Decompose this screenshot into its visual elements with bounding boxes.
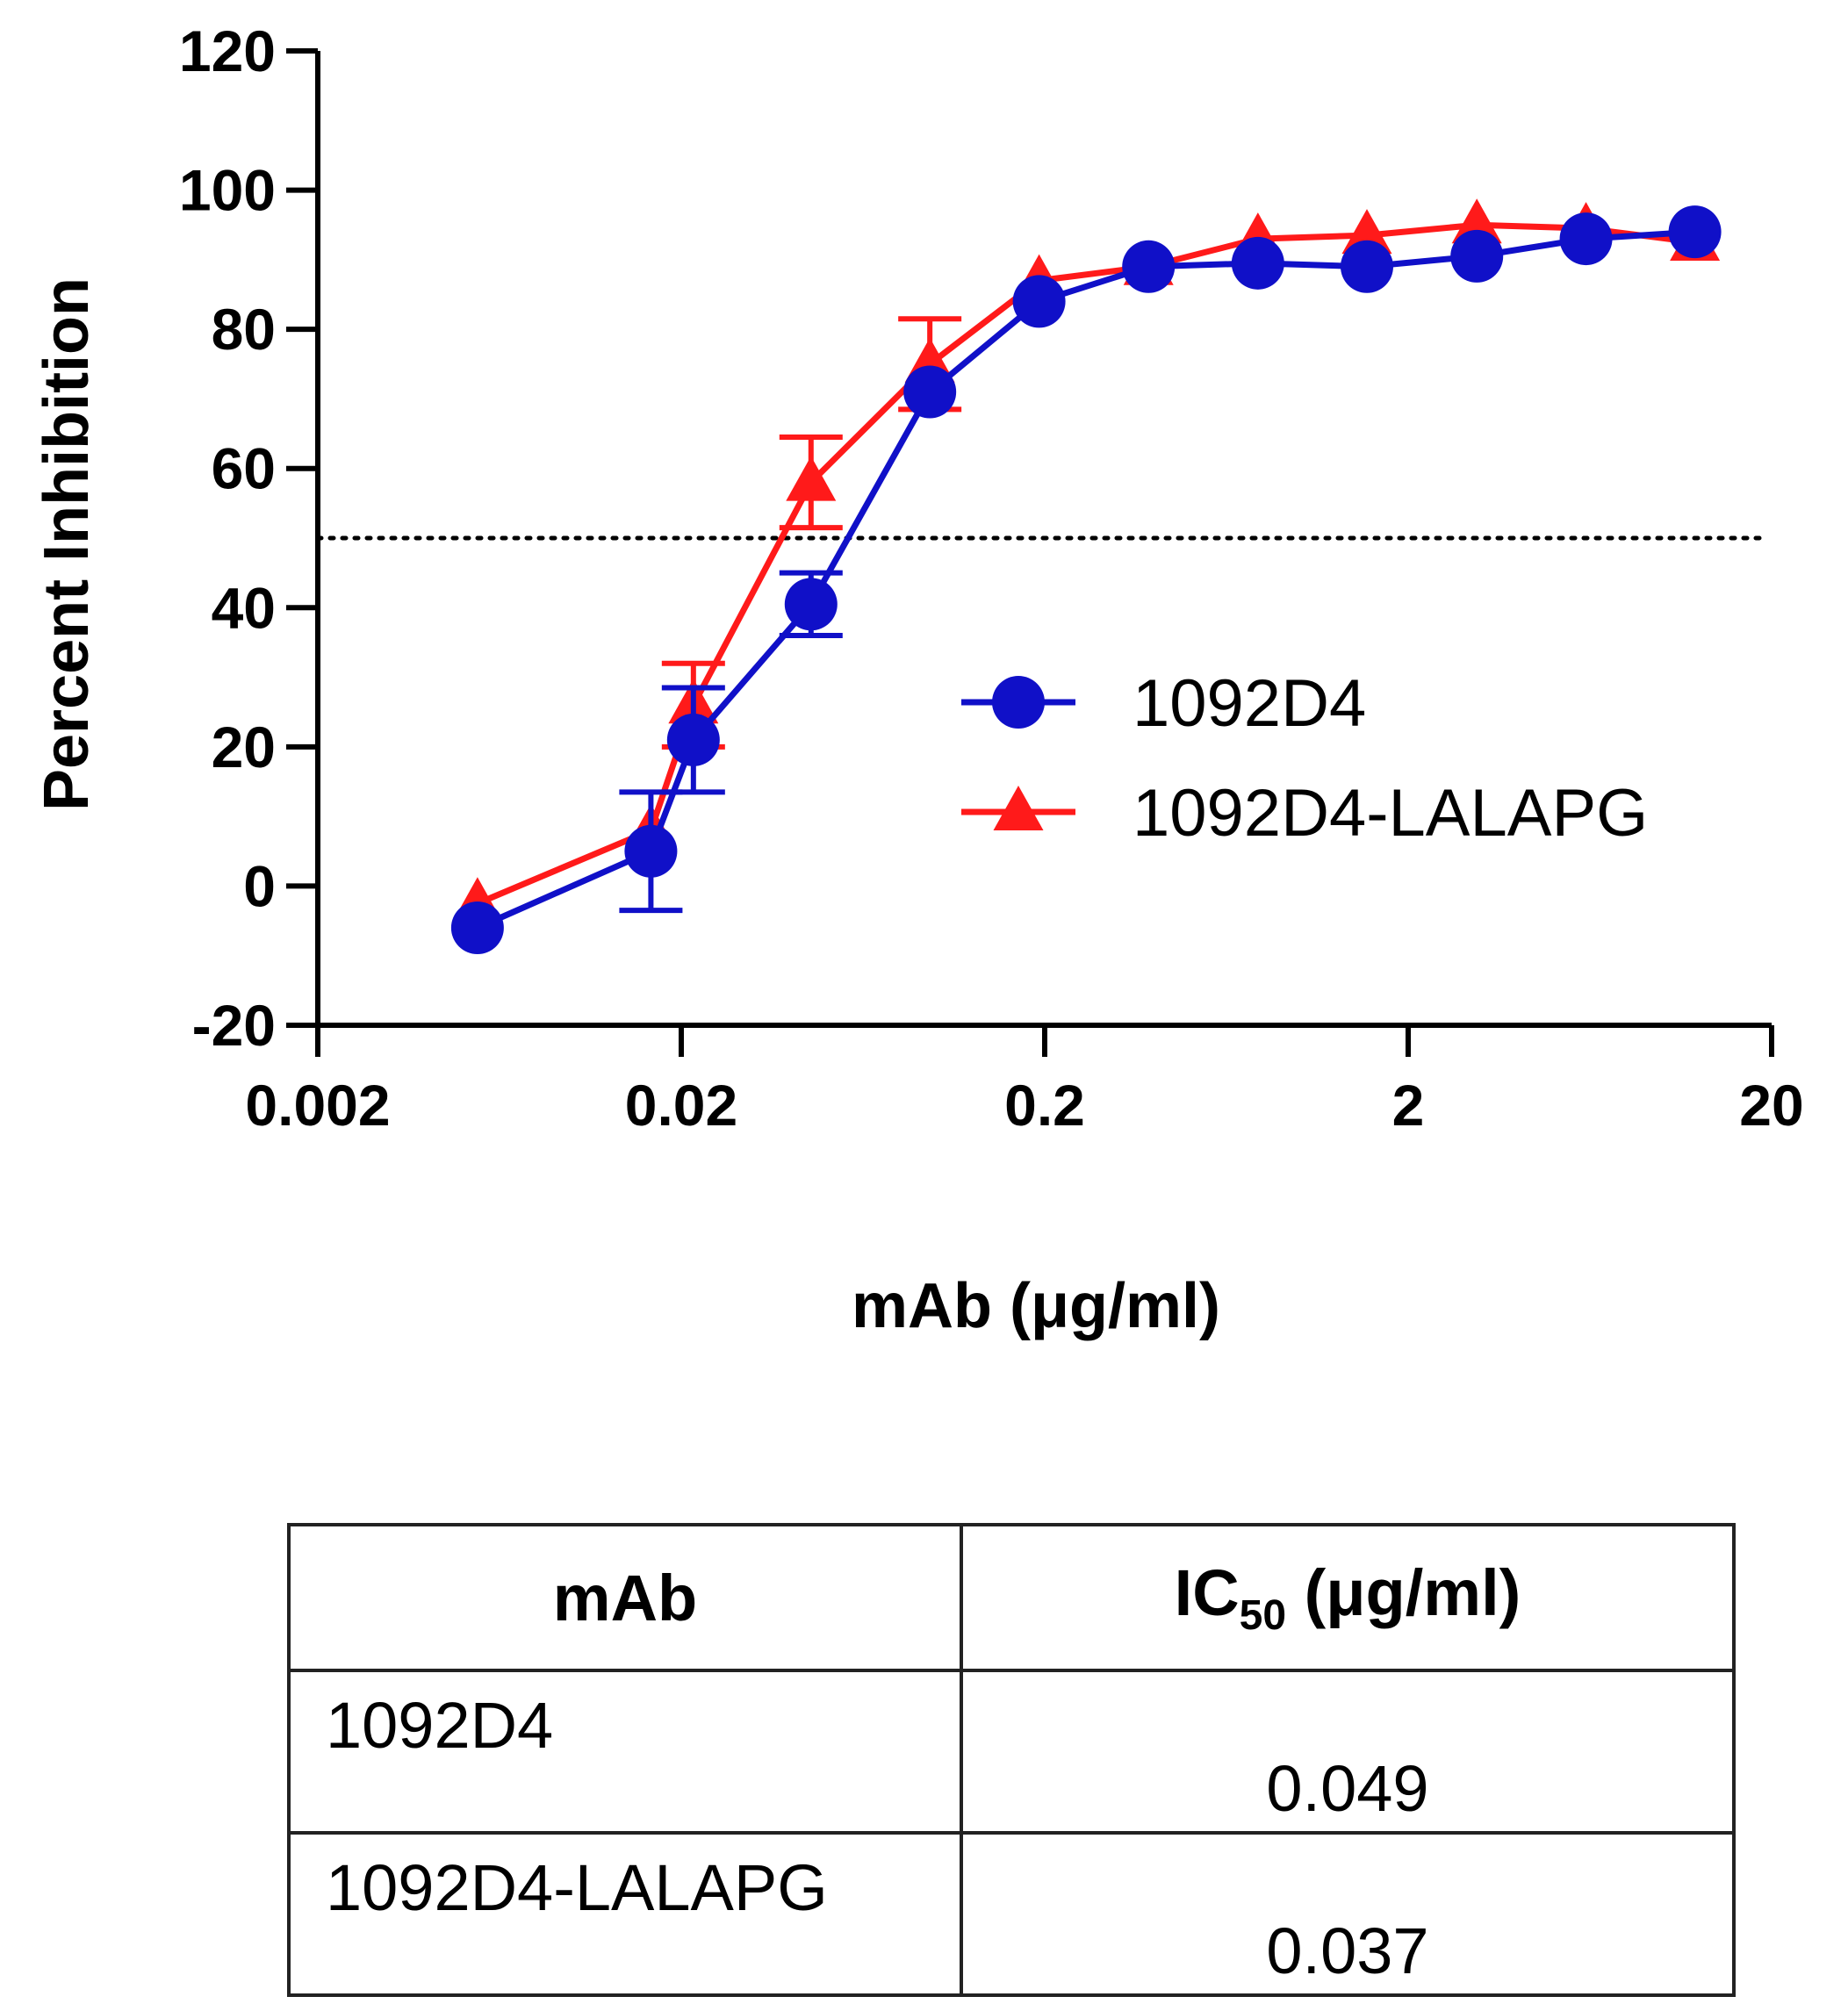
y-tick-label: 0 [243,853,276,918]
row-ic50-value: 0.037 [960,1831,1736,1997]
axes: -20 0 20 40 60 80 100 120 0.002 0.02 0.2 2 20 [179,18,1804,1138]
data-point [1341,240,1394,293]
y-tick-label: 60 [212,436,276,501]
header-ic50: IC50 (μg/ml) [960,1523,1736,1672]
series-layer [450,198,1722,954]
legend: 1092D4 1092D4-LALAPG [961,666,1648,851]
legend-marker [993,786,1044,830]
x-tick-label: 2 [1392,1073,1425,1138]
x-axis-title: mAb (μg/ml) [852,1271,1220,1341]
data-point [1122,240,1176,293]
legend-item: 1092D4 [961,666,1366,741]
header-ic50-prefix: IC [1174,1556,1240,1630]
row-ic50-value: 0.049 [960,1669,1736,1835]
y-tick-label: -20 [192,993,276,1058]
table-header-row: mAb IC50 (μg/ml) [287,1523,1736,1672]
header-ic50-subscript: 50 [1239,1591,1287,1639]
y-tick-label: 120 [179,18,276,83]
data-point [1559,212,1613,266]
ic50-table: mAb IC50 (μg/ml) 1092D4 0.049 1092D4-LAL… [287,1523,1736,1997]
legend-item: 1092D4-LALAPG [961,776,1648,851]
x-tick-label: 0.2 [1004,1073,1085,1138]
y-tick-label: 80 [212,297,276,362]
data-point [1012,275,1066,328]
data-point [784,578,838,631]
y-tick-label: 20 [212,715,276,779]
data-point [1341,209,1392,255]
data-point [903,365,957,419]
series-1092D4 [450,205,1722,954]
legend-label: 1092D4 [1133,666,1366,741]
y-axis-title: Percent Inhibition [32,277,102,811]
row-mab-name: 1092D4-LALAPG [287,1831,963,1997]
data-point [624,824,678,878]
legend-label: 1092D4-LALAPG [1133,776,1648,851]
table-row: 1092D4-LALAPG 0.037 [287,1831,1736,1997]
y-tick-label: 40 [212,575,276,640]
data-point [1231,236,1284,290]
row-mab-name: 1092D4 [287,1669,963,1835]
x-tick-label: 0.002 [245,1073,390,1138]
header-mab: mAb [287,1523,963,1672]
data-point [1668,205,1722,259]
y-tick-label: 100 [179,158,276,223]
data-point [1451,198,1502,244]
legend-marker [992,676,1045,729]
x-tick-label: 20 [1739,1073,1803,1138]
data-point [666,713,720,766]
data-point [786,456,837,501]
data-point [450,901,504,954]
data-point [1450,229,1504,283]
header-ic50-unit: (μg/ml) [1286,1556,1521,1630]
inhibition-chart: -20 0 20 40 60 80 100 120 0.002 0.02 0.2 2 20 1092D4… [32,18,1804,1341]
table-row: 1092D4 0.049 [287,1669,1736,1835]
x-tick-label: 0.02 [625,1073,737,1138]
